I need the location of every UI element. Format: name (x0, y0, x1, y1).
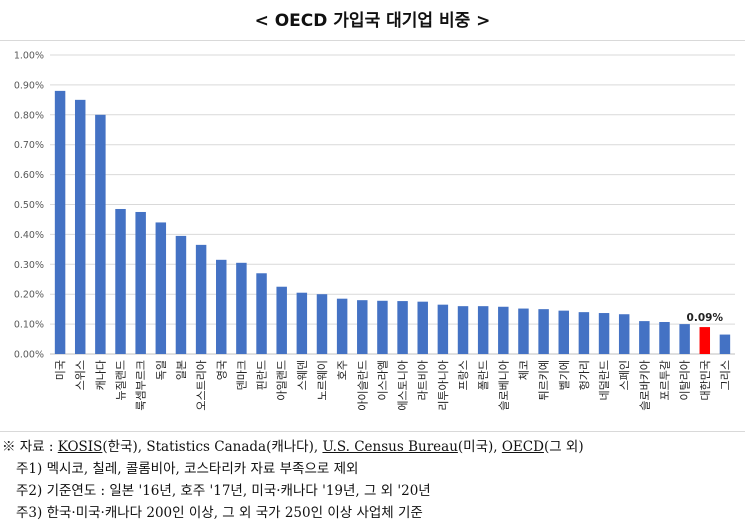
footnotes: ※ 자료 : KOSIS(한국), Statistics Canada(캐나다)… (0, 436, 745, 524)
bar-29 (618, 314, 630, 354)
x-tick-label: 이스라엘 (376, 360, 389, 400)
x-tick-label: 뉴질랜드 (115, 360, 128, 400)
bar-18 (397, 301, 408, 354)
x-tick-label: 이탈리아 (679, 360, 692, 400)
x-tick-label: 영국 (215, 360, 228, 380)
x-tick-label: 일본 (174, 360, 188, 380)
bar-15 (336, 298, 348, 354)
x-tick-label: 체코 (517, 360, 530, 380)
y-tick-label: 0.20% (14, 290, 44, 301)
bar-10 (236, 262, 247, 354)
y-tick-label: 0.50% (14, 200, 44, 211)
x-tick-label: 오스트리아 (195, 360, 208, 411)
source-kosis: KOSIS (57, 439, 103, 455)
bar-20 (437, 304, 449, 354)
bar-4 (115, 208, 126, 354)
x-tick-label: 포르투갈 (657, 360, 671, 400)
source-kosis-suffix: (한국), Statistics Canada(캐나다), (102, 439, 323, 455)
x-tick-label: 헝가리 (578, 360, 591, 390)
bar-28 (598, 313, 610, 354)
bar-11 (256, 273, 267, 354)
note-1: 주1) 멕시코, 칠레, 콜롬비아, 코스타리카 자료 부족으로 제외 (16, 461, 359, 477)
x-tick-label: 튀르키예 (538, 360, 551, 400)
bar-3 (95, 114, 106, 354)
source-oecd: OECD (501, 439, 544, 455)
bar-33 (699, 327, 711, 354)
source-prefix: ※ 자료 : (2, 439, 58, 455)
bar-5 (135, 211, 146, 354)
bar-24 (518, 308, 529, 354)
bar-14 (316, 294, 328, 354)
x-tick-label: 벨기에 (558, 360, 571, 390)
bar-8 (195, 244, 207, 354)
x-tick-label: 캐나다 (94, 360, 107, 390)
source-census: U.S. Census Bureau (322, 439, 458, 455)
x-tick-label: 네덜란드 (598, 360, 611, 400)
bar-7 (175, 235, 187, 354)
x-tick-label: 룩셈부르크 (135, 360, 148, 411)
bar-19 (417, 301, 428, 354)
data-label-highlight: 0.09% (687, 312, 724, 324)
x-tick-label: 스웨덴 (296, 360, 309, 390)
x-tick-label: 라트비아 (417, 360, 430, 400)
bar-13 (296, 292, 308, 354)
source-census-suffix: (미국), (457, 439, 502, 455)
x-tick-label: 리투아니아 (437, 360, 450, 411)
y-tick-label: 0.60% (14, 170, 44, 181)
bar-27 (578, 312, 590, 354)
bar-25 (538, 309, 549, 354)
y-tick-label: 0.10% (14, 320, 44, 331)
y-tick-label: 1.00% (14, 51, 44, 62)
x-tick-label: 노르웨이 (316, 360, 329, 400)
bar-chart: 0.00% 0.10% 0.20% 0.30% 0.40% 0.50% 0.60% 0.70%… (14, 51, 735, 411)
bar-30 (639, 321, 650, 354)
y-tick-label: 0.90% (14, 80, 44, 91)
bar-26 (558, 310, 569, 354)
x-tick-label: 슬로바키아 (638, 360, 651, 411)
x-tick-label: 폴란드 (477, 360, 490, 390)
x-tick-label: 핀란드 (256, 360, 269, 390)
bar-1 (54, 90, 66, 354)
note-2: 주2) 기준연도 : 일본 '16년, 호주 '17년, 미국·캐나다 '19년… (16, 483, 431, 499)
x-tick-label: 스위스 (74, 360, 87, 390)
bar-16 (357, 300, 368, 354)
x-tick-label: 슬로베니아 (497, 360, 510, 411)
bar-6 (155, 222, 167, 354)
x-tick-label: 아일랜드 (275, 360, 289, 400)
x-tick-label: 아이슬란드 (356, 360, 369, 411)
y-tick-label: 0.40% (14, 230, 44, 241)
bar-31 (659, 322, 670, 354)
x-tick-label: 대한민국 (699, 360, 712, 400)
x-tick-label: 미국 (54, 360, 67, 380)
source-line: ※ 자료 : KOSIS(한국), Statistics Canada(캐나다)… (2, 436, 745, 458)
x-tick-label: 호주 (336, 360, 349, 380)
x-tick-label: 독일 (154, 360, 168, 380)
bar-34 (719, 334, 731, 354)
note-3: 주3) 한국·미국·캐나다 200인 이상, 그 외 국가 250인 이상 사업… (16, 505, 423, 521)
chart-title: < OECD 가입국 대기업 비중 > (254, 11, 491, 31)
x-tick-label: 그리스 (719, 360, 732, 390)
x-tick-label: 에스토니아 (397, 360, 410, 411)
bar-23 (498, 306, 509, 354)
bar-9 (216, 259, 227, 354)
y-tick-label: 0.00% (14, 350, 44, 361)
chart-area: 0.00% 0.10% 0.20% 0.30% 0.40% 0.50% 0.60% 0.70%… (0, 40, 745, 432)
bar-2 (74, 99, 86, 354)
x-tick-label: 덴마크 (235, 360, 248, 390)
bar-21 (457, 306, 469, 354)
x-tick-label: 스페인 (618, 360, 631, 390)
y-tick-label: 0.70% (14, 140, 44, 151)
bar-12 (276, 286, 287, 354)
y-tick-label: 0.80% (14, 110, 44, 121)
source-oecd-suffix: (그 외) (543, 439, 584, 455)
x-tick-label: 프랑스 (457, 360, 470, 390)
bar-17 (377, 300, 388, 354)
bar-22 (477, 306, 489, 354)
y-tick-label: 0.30% (14, 260, 44, 271)
bar-32 (679, 324, 690, 354)
